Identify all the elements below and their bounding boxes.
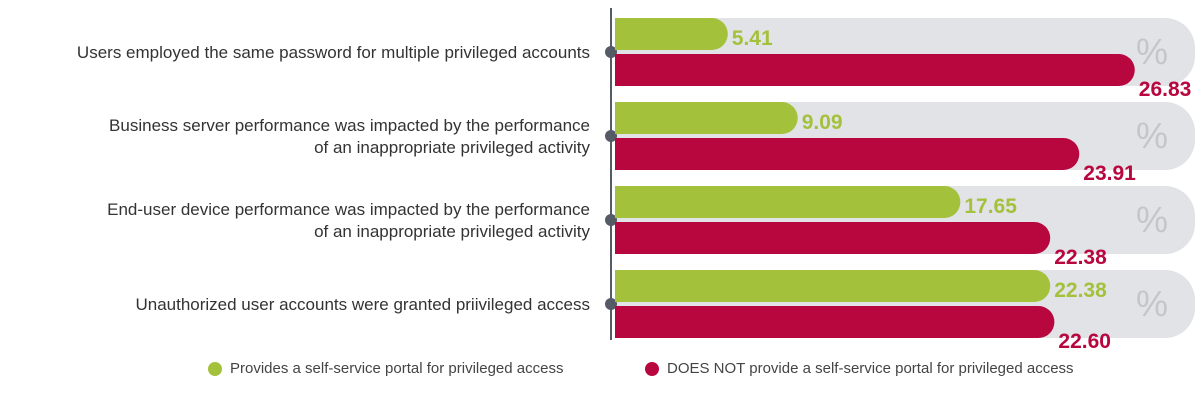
bar-does-not <box>615 306 1055 338</box>
percent-symbol: % <box>1136 31 1168 72</box>
data-label-provides: 5.41 <box>732 27 773 50</box>
axis-marker-dot <box>605 298 617 310</box>
bar-provides <box>615 102 798 134</box>
category-label: Users employed the same password for mul… <box>77 43 590 62</box>
percent-symbol: % <box>1136 283 1168 324</box>
data-label-provides: 9.09 <box>802 111 843 134</box>
category-label: End-user device performance was impacted… <box>107 200 590 219</box>
bar-does-not <box>615 222 1051 254</box>
bar-does-not <box>615 138 1080 170</box>
category-label: of an inappropriate privileged activity <box>314 138 590 157</box>
data-label-provides: 17.65 <box>964 195 1017 218</box>
axis-marker-dot <box>605 46 617 58</box>
legend-item-provides: Provides a self-service portal for privi… <box>208 360 563 377</box>
data-label-provides: 22.38 <box>1054 279 1107 302</box>
legend-swatch-does-not <box>645 361 659 376</box>
data-label-does-not: 23.91 <box>1083 162 1136 185</box>
category-label: of an inappropriate privileged activity <box>314 222 590 241</box>
percent-symbol: % <box>1136 199 1168 240</box>
bar-provides <box>615 18 728 50</box>
data-label-does-not: 22.38 <box>1054 246 1107 269</box>
data-label-does-not: 22.60 <box>1058 330 1111 353</box>
bar-does-not <box>615 54 1135 86</box>
category-label: Unauthorized user accounts were granted … <box>135 295 590 314</box>
legend: Provides a self-service portal for privi… <box>0 360 1200 384</box>
bar-provides <box>615 186 961 218</box>
axis-marker-dot <box>605 130 617 142</box>
axis-marker-dot <box>605 214 617 226</box>
legend-item-does-not: DOES NOT provide a self-service portal f… <box>645 360 1074 377</box>
percent-symbol: % <box>1136 115 1168 156</box>
legend-swatch-provides <box>208 361 222 376</box>
bar-chart: % Users employed the same password for mu… <box>77 8 1195 353</box>
data-label-does-not: 26.83 <box>1139 78 1192 101</box>
bar-provides <box>615 270 1051 302</box>
legend-label-does-not: DOES NOT provide a self-service portal f… <box>667 360 1074 377</box>
category-label: Business server performance was impacted… <box>109 116 590 135</box>
legend-label-provides: Provides a self-service portal for privi… <box>230 360 564 377</box>
